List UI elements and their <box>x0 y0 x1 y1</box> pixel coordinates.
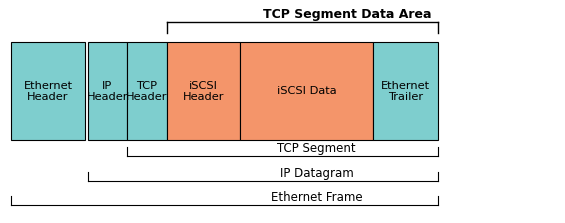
Text: IP
Header: IP Header <box>86 81 128 102</box>
Text: iSCSI
Header: iSCSI Header <box>182 81 224 102</box>
Text: Ethernet
Header: Ethernet Header <box>24 81 72 102</box>
FancyBboxPatch shape <box>11 42 85 140</box>
FancyBboxPatch shape <box>127 42 167 140</box>
Text: Ethernet
Trailer: Ethernet Trailer <box>381 81 430 102</box>
FancyBboxPatch shape <box>167 42 240 140</box>
Text: TCP Segment Data Area: TCP Segment Data Area <box>263 8 432 21</box>
Text: iSCSI Data: iSCSI Data <box>277 87 336 96</box>
FancyBboxPatch shape <box>88 42 127 140</box>
FancyBboxPatch shape <box>240 42 373 140</box>
Text: TCP Segment: TCP Segment <box>277 142 356 155</box>
Text: Ethernet Frame: Ethernet Frame <box>271 191 362 204</box>
Text: TCP
Header: TCP Header <box>126 81 168 102</box>
Text: IP Datagram: IP Datagram <box>280 167 353 180</box>
FancyBboxPatch shape <box>373 42 438 140</box>
